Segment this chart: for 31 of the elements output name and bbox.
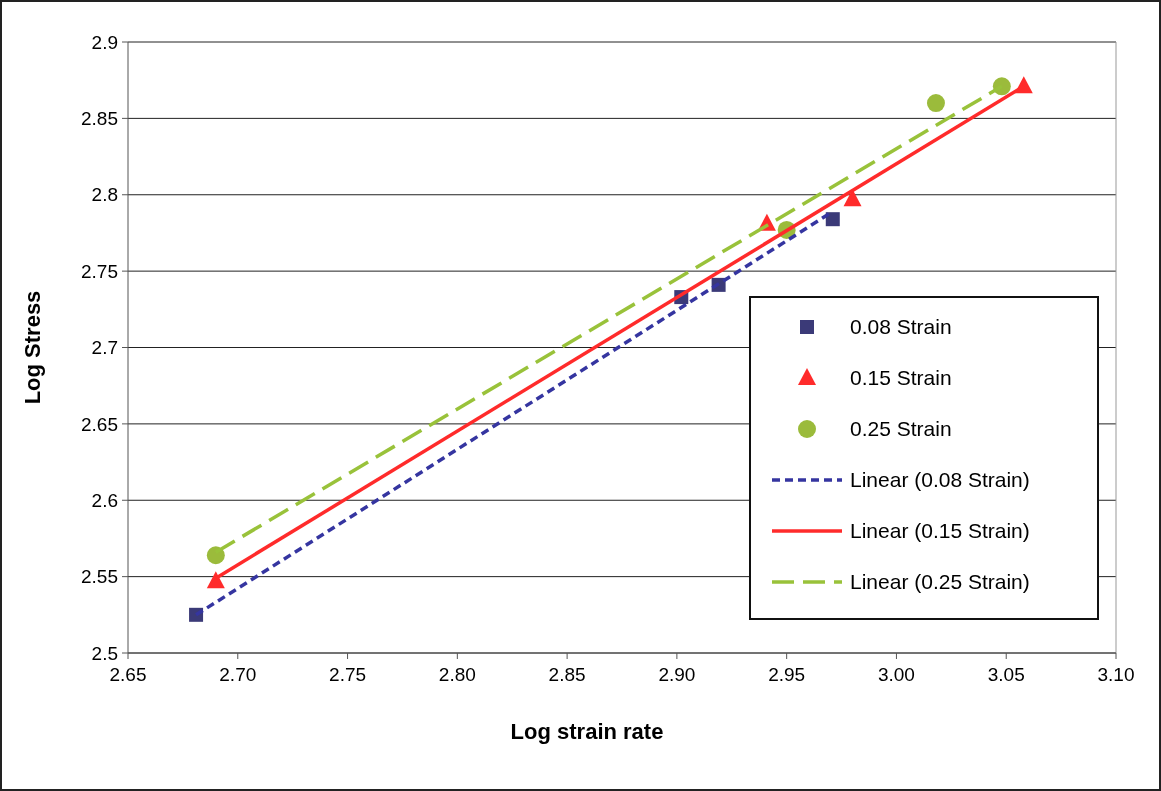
y-tick-label: 2.8 [91, 184, 118, 206]
legend-label: 0.08 Strain [850, 315, 952, 339]
x-tick-label: 3.05 [987, 664, 1025, 685]
legend-label: Linear (0.15 Strain) [850, 519, 1030, 543]
x-axis-title: Log strain rate [510, 719, 664, 744]
legend-label: 0.15 Strain [850, 366, 952, 390]
x-tick-label: 3.00 [877, 664, 915, 685]
x-tick-label: 2.65 [109, 664, 147, 685]
point [926, 94, 945, 113]
y-tick-label: 2.85 [81, 108, 118, 130]
legend-label: Linear (0.08 Strain) [850, 468, 1030, 492]
x-tick-label: 2.80 [438, 664, 476, 685]
x-tick-label: 3.10 [1097, 664, 1135, 685]
x-tick-label: 2.95 [768, 664, 806, 685]
x-tick-label: 2.75 [329, 664, 367, 685]
y-tick-label: 2.5 [91, 642, 118, 664]
point [825, 212, 840, 227]
y-tick-label: 2.9 [91, 31, 118, 53]
legend-label: Linear (0.25 Strain) [850, 570, 1030, 594]
x-tick-label: 2.90 [658, 664, 696, 685]
point [843, 189, 862, 207]
point [206, 571, 225, 589]
y-tick-label: 2.75 [81, 260, 118, 282]
y-tick-label: 2.55 [81, 566, 118, 588]
legend-label: 0.25 Strain [850, 417, 952, 441]
x-tick-label: 2.85 [548, 664, 586, 685]
y-axis-title: Log Stress [20, 290, 45, 405]
y-tick-label: 2.6 [91, 489, 118, 511]
y-tick-label: 2.7 [91, 337, 118, 359]
x-tick-label: 2.70 [219, 664, 257, 685]
y-tick-label: 2.65 [81, 413, 118, 435]
